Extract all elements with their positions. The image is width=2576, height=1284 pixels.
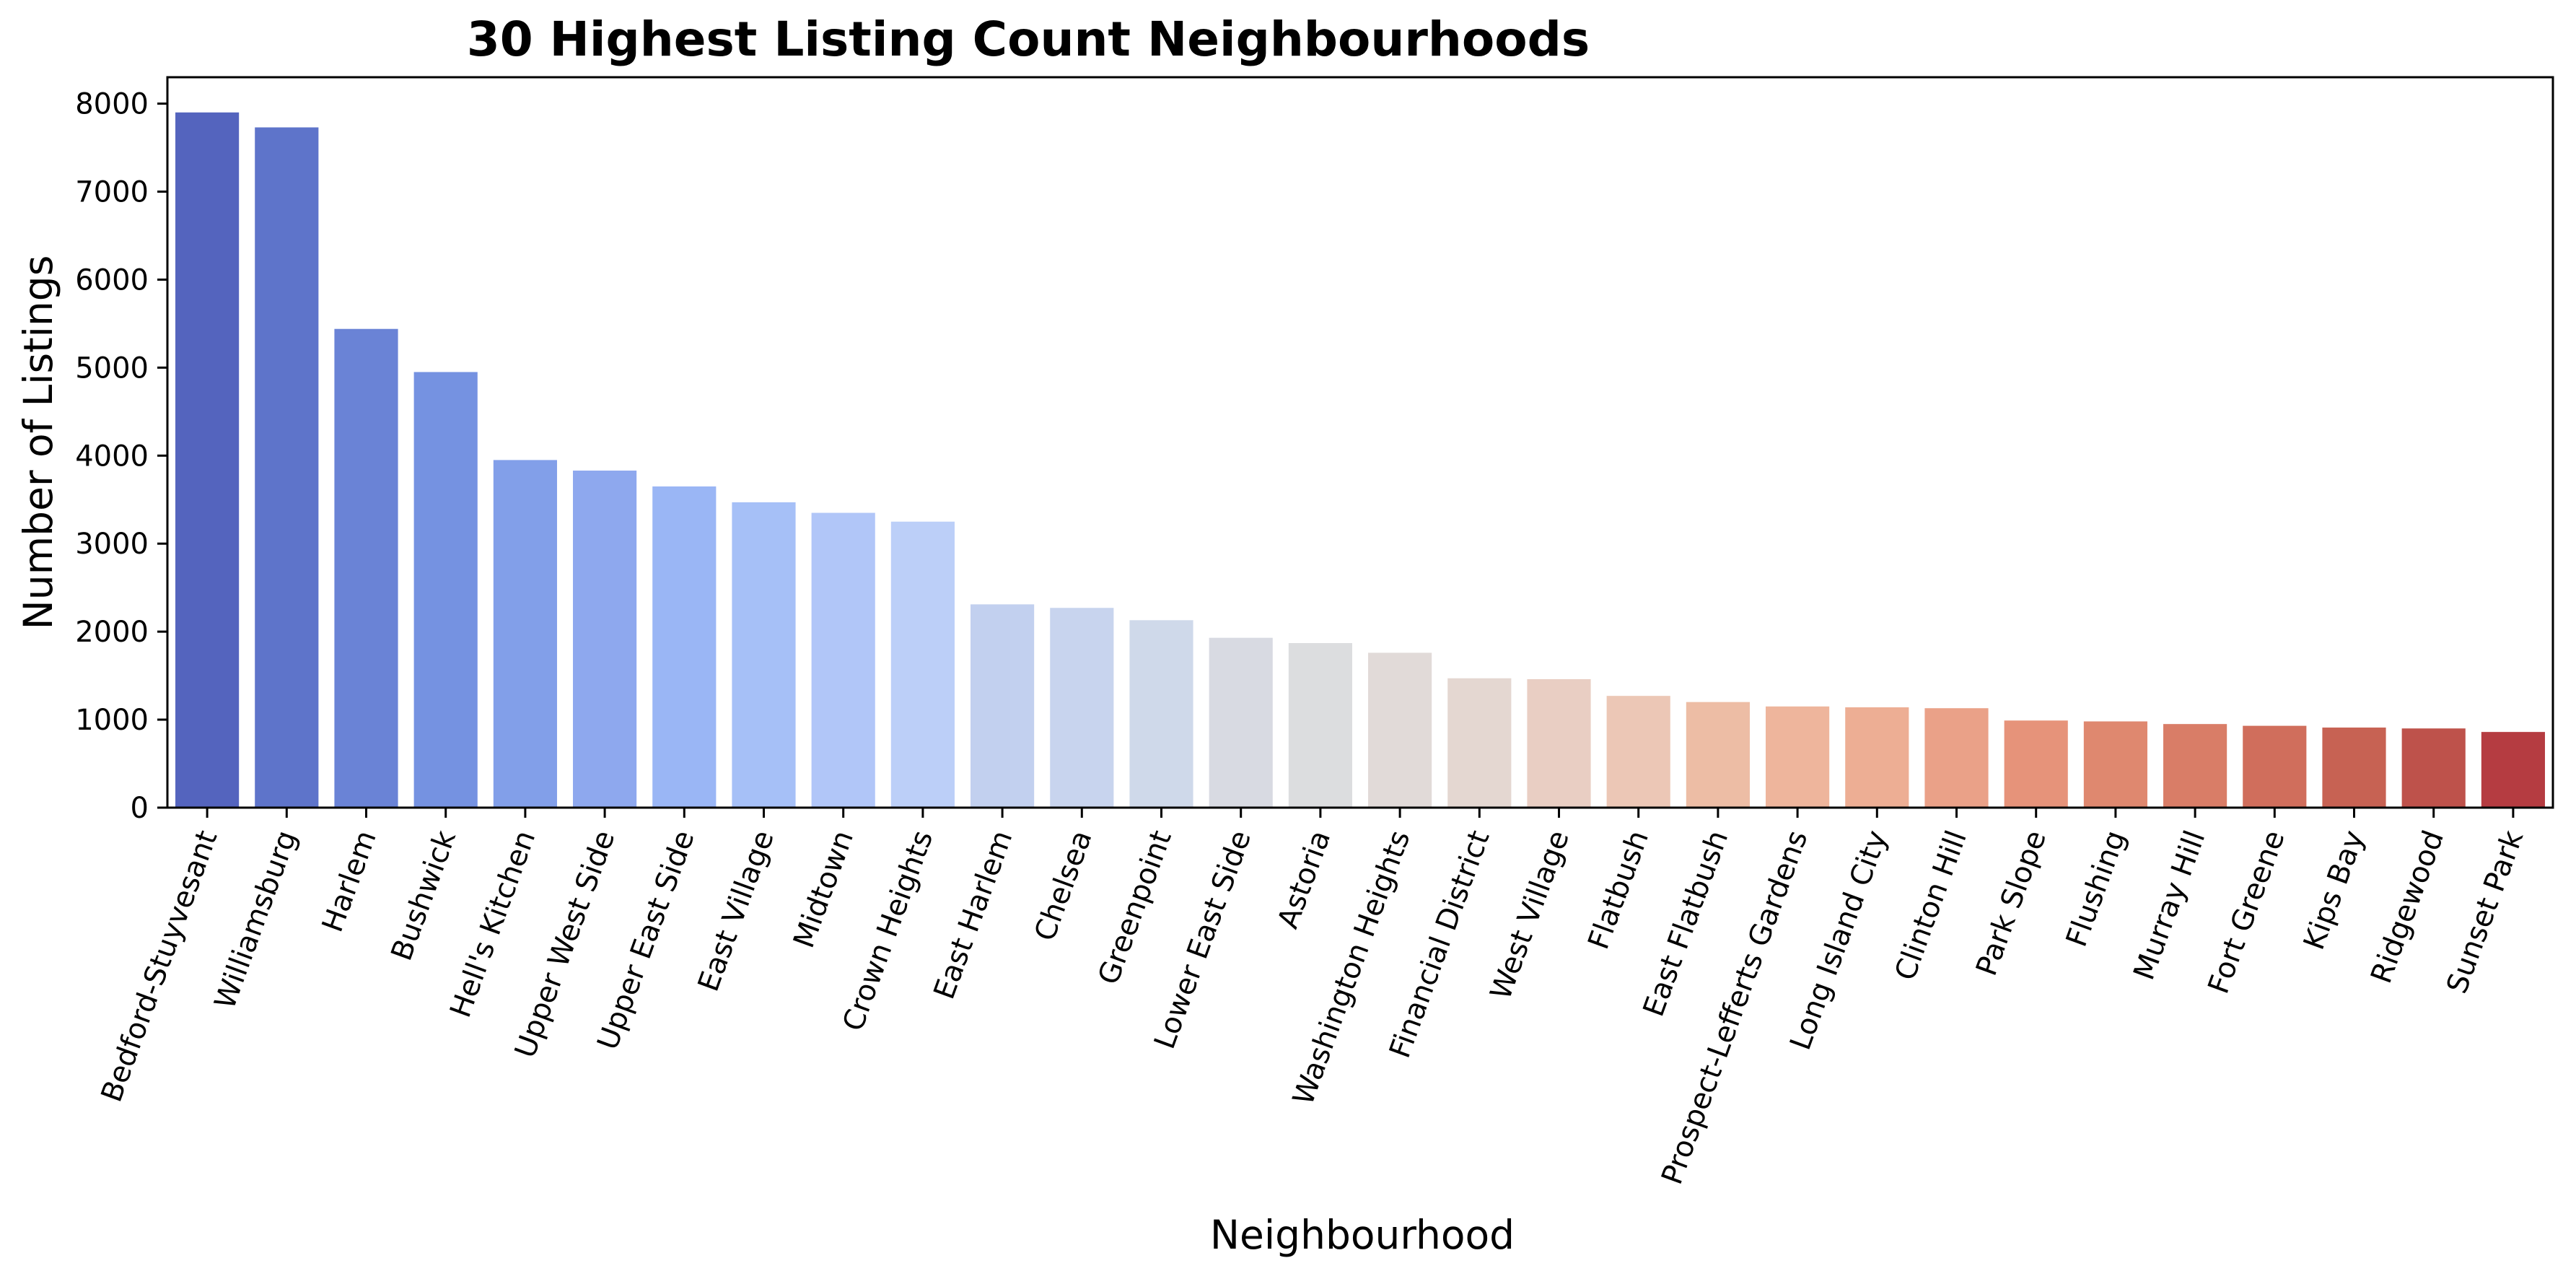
bar-hell-s-kitchen: [493, 460, 557, 808]
x-tick-label: Flushing: [2060, 826, 2133, 951]
bar-east-harlem: [971, 604, 1035, 808]
bar-west-village: [1527, 678, 1591, 808]
x-tick-label: Prospect-Lefferts Gardens: [1655, 826, 1814, 1189]
bar-prospect-lefferts-gardens: [1766, 706, 1830, 808]
bar-fort-greene: [2243, 725, 2307, 808]
x-tick-label: Midtown: [787, 826, 860, 953]
bar-washington-heights: [1368, 652, 1432, 808]
bar-upper-west-side: [573, 471, 637, 808]
y-axis-label: Number of Listings: [15, 256, 61, 630]
y-tick-label: 7000: [75, 176, 149, 209]
bar-chelsea: [1050, 608, 1114, 808]
bar-east-village: [732, 502, 796, 808]
y-tick-label: 0: [131, 792, 149, 825]
y-axis: 0 1000 2000 3000 4000 5000 6000 7000 8000: [75, 88, 167, 825]
bar-park-slope: [2004, 720, 2068, 808]
x-tick-label: Chelsea: [1028, 826, 1099, 945]
bar-harlem: [334, 328, 398, 808]
bar-crown-heights: [890, 521, 955, 808]
bar-ridgewood: [2401, 728, 2466, 808]
chart-title: 30 Highest Listing Count Neighbourhoods: [467, 12, 1590, 67]
x-tick-label: Fort Greene: [2202, 826, 2292, 998]
x-tick-label: Clinton Hill: [1888, 826, 1973, 985]
bar-bedford-stuyvesant: [175, 112, 240, 808]
x-tick-label: Bedford-Stuyvesant: [95, 826, 224, 1106]
bar-flatbush: [1606, 696, 1670, 808]
x-tick-label: Astoria: [1271, 826, 1337, 933]
x-axis-label: Neighbourhood: [1210, 1212, 1515, 1258]
y-tick-label: 5000: [75, 351, 149, 385]
bar-astoria: [1288, 642, 1352, 808]
bar-greenpoint: [1129, 620, 1193, 808]
x-tick-label: Ridgewood: [2365, 826, 2450, 988]
bar-east-flatbush: [1686, 702, 1750, 808]
y-tick-label: 6000: [75, 263, 149, 297]
bar-lower-east-side: [1209, 637, 1273, 808]
x-tick-label: Kips Bay: [2297, 826, 2371, 954]
bar-financial-district: [1447, 678, 1512, 808]
x-tick-label: East Harlem: [928, 826, 1020, 1004]
x-tick-label: Park Slope: [1970, 826, 2053, 980]
bar-kips-bay: [2322, 728, 2386, 808]
y-tick-label: 2000: [75, 616, 149, 649]
x-tick-label: West Village: [1484, 826, 1576, 1004]
x-tick-label: Bushwick: [385, 826, 463, 965]
bar-flushing: [2083, 721, 2147, 808]
bar-midtown: [811, 512, 875, 808]
x-tick-label: East Village: [692, 826, 781, 996]
bar-bushwick: [413, 372, 478, 808]
x-tick-label: Hell's Kitchen: [444, 826, 542, 1022]
plot-frame: [166, 76, 2554, 809]
x-tick-label: Harlem: [316, 826, 383, 937]
y-tick-label: 3000: [75, 528, 149, 561]
bar-long-island-city: [1845, 707, 1909, 808]
x-tick-label: Murray Hill: [2127, 826, 2212, 984]
x-tick-label: Flatbush: [1582, 826, 1655, 954]
x-tick-label: Sunset Park: [2440, 826, 2530, 998]
y-tick-label: 1000: [75, 704, 149, 737]
x-tick-label: East Flatbush: [1637, 826, 1735, 1021]
x-tick-label: Williamsburg: [209, 826, 304, 1013]
bars-group: [175, 112, 2545, 808]
bar-upper-east-side: [652, 486, 717, 808]
bar-clinton-hill: [1924, 708, 1989, 808]
bar-sunset-park: [2481, 732, 2545, 808]
y-tick-label: 4000: [75, 440, 149, 473]
bar-williamsburg: [255, 127, 319, 808]
bar-murray-hill: [2163, 724, 2227, 808]
y-tick-label: 8000: [75, 88, 149, 121]
x-tick-label: Greenpoint: [1092, 826, 1178, 989]
